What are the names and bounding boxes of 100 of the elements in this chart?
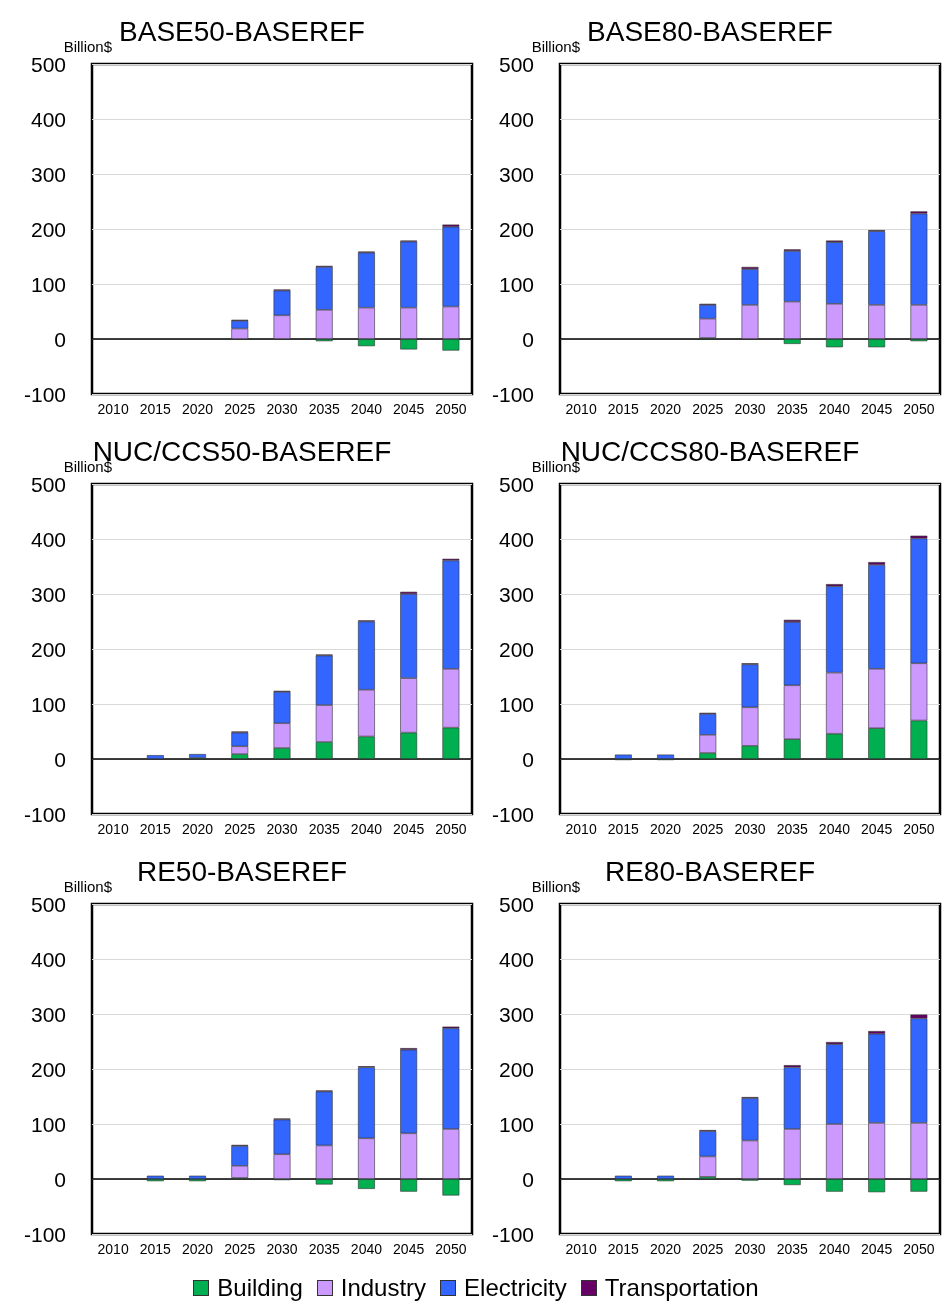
x-tick-label: 2025 — [224, 821, 256, 837]
y-tick-label: 400 — [498, 947, 534, 971]
x-tick-label: 2045 — [393, 401, 425, 417]
y-tick-label: 100 — [30, 1112, 66, 1136]
y-tick-label: 200 — [498, 1057, 534, 1081]
y-tick-label: -100 — [23, 1222, 66, 1246]
x-tick-label: 2045 — [393, 1241, 425, 1257]
x-tick-label: 2010 — [565, 1241, 597, 1257]
x-tick-label: 2035 — [308, 821, 340, 837]
x-tick-label: 2035 — [776, 821, 808, 837]
x-tick-label: 2025 — [692, 1241, 724, 1257]
chart-title: RE50-BASEREF — [136, 855, 348, 887]
legend-label: Industry — [340, 1274, 427, 1302]
y-axis-title: Billion$ — [531, 877, 581, 895]
x-tick-label: 2045 — [861, 1241, 893, 1257]
x-tick-label: 2015 — [139, 1241, 172, 1257]
bar — [657, 1175, 674, 1179]
bar — [614, 1175, 632, 1179]
y-tick-label: 500 — [30, 892, 66, 916]
x-tick-label: 2030 — [266, 821, 298, 837]
x-tick-label: 2050 — [435, 821, 467, 837]
y-tick-label: 100 — [30, 692, 66, 716]
x-tick-label: 2030 — [734, 401, 766, 417]
y-tick-label: 200 — [30, 637, 66, 661]
x-tick-label: 2050 — [903, 1241, 935, 1257]
x-tick-label: 2010 — [565, 821, 597, 837]
x-tick-label: 2035 — [308, 401, 340, 417]
x-tick-label: 2035 — [776, 401, 808, 417]
y-tick-label: -100 — [23, 382, 66, 406]
y-tick-label: 500 — [498, 52, 534, 76]
bar — [614, 754, 632, 759]
y-tick-label: 300 — [30, 582, 66, 606]
y-axis-title: Billion$ — [531, 37, 581, 55]
bar — [657, 754, 674, 759]
x-tick-label: 2030 — [266, 1241, 298, 1257]
x-tick-label: 2035 — [776, 1241, 808, 1257]
x-tick-label: 2045 — [861, 401, 893, 417]
y-tick-label: 100 — [498, 1112, 534, 1136]
y-tick-label: 200 — [498, 217, 534, 241]
y-tick-label: -100 — [491, 382, 534, 406]
y-tick-label: 0 — [522, 327, 534, 351]
y-tick-label: 100 — [498, 272, 534, 296]
y-tick-label: 200 — [30, 1057, 66, 1081]
x-tick-label: 2030 — [734, 1241, 766, 1257]
x-tick-label: 2025 — [692, 821, 724, 837]
y-tick-label: 400 — [30, 527, 66, 551]
y-tick-label: 500 — [30, 52, 66, 76]
x-tick-label: 2025 — [692, 401, 724, 417]
x-tick-label: 2040 — [818, 1241, 851, 1257]
x-tick-label: 2015 — [607, 401, 640, 417]
x-tick-label: 2015 — [607, 1241, 640, 1257]
legend-label: Electricity — [464, 1274, 567, 1302]
x-tick-label: 2020 — [181, 1241, 214, 1257]
x-tick-label: 2040 — [350, 1241, 383, 1257]
bar — [146, 1175, 164, 1179]
y-axis-title: Billion$ — [63, 37, 113, 55]
x-tick-label: 2030 — [734, 821, 766, 837]
x-tick-label: 2015 — [139, 401, 172, 417]
y-tick-label: 100 — [30, 272, 66, 296]
y-tick-label: 400 — [498, 107, 534, 131]
y-tick-label: 200 — [30, 217, 66, 241]
y-tick-label: 300 — [30, 1002, 66, 1026]
y-tick-label: 300 — [498, 582, 534, 606]
x-tick-label: 2040 — [350, 401, 383, 417]
legend-label: Building — [217, 1274, 303, 1302]
y-tick-label: 500 — [498, 472, 534, 496]
x-tick-label: 2010 — [97, 1241, 129, 1257]
x-tick-label: 2045 — [393, 821, 425, 837]
y-tick-label: 300 — [498, 1002, 534, 1026]
y-tick-label: 400 — [30, 947, 66, 971]
y-tick-label: 0 — [522, 747, 534, 771]
y-tick-label: 400 — [498, 527, 534, 551]
x-tick-label: 2020 — [181, 401, 214, 417]
x-tick-label: 2020 — [649, 821, 682, 837]
x-tick-label: 2020 — [181, 821, 214, 837]
x-tick-label: 2010 — [565, 401, 597, 417]
x-tick-label: 2020 — [649, 1241, 682, 1257]
x-tick-label: 2015 — [139, 821, 172, 837]
y-tick-label: 100 — [498, 692, 534, 716]
x-tick-label: 2025 — [224, 1241, 256, 1257]
y-tick-label: 0 — [54, 1167, 66, 1191]
x-tick-label: 2010 — [97, 821, 129, 837]
x-tick-label: 2035 — [308, 1241, 340, 1257]
x-tick-label: 2045 — [861, 821, 893, 837]
y-tick-label: 0 — [54, 327, 66, 351]
legend-label: Transportation — [604, 1274, 759, 1302]
y-tick-label: -100 — [491, 802, 534, 826]
x-tick-label: 2040 — [818, 821, 851, 837]
chart-title: BASE80-BASEREF — [587, 15, 833, 47]
y-tick-label: 400 — [30, 107, 66, 131]
x-tick-label: 2015 — [607, 821, 640, 837]
y-tick-label: 0 — [522, 1167, 534, 1191]
bar — [146, 755, 164, 759]
chart-title: BASE50-BASEREF — [119, 15, 365, 47]
y-tick-label: -100 — [23, 802, 66, 826]
x-tick-label: 2040 — [818, 401, 851, 417]
x-tick-label: 2020 — [649, 401, 682, 417]
chart-title: RE80-BASEREF — [604, 855, 816, 887]
y-tick-label: 300 — [30, 162, 66, 186]
x-tick-label: 2010 — [97, 401, 129, 417]
